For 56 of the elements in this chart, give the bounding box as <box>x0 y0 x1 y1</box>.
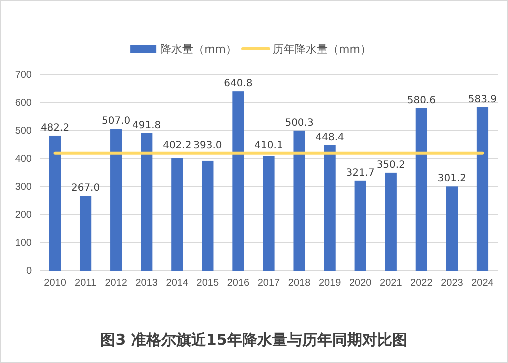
bar <box>354 180 366 271</box>
y-tick-label: 400 <box>15 154 32 166</box>
y-tick-label: 500 <box>15 126 32 138</box>
data-label: 267.0 <box>71 183 100 194</box>
data-label: 402.2 <box>163 140 192 152</box>
text: 图3 准格尔旗近15年降水量与历年同期对比图 <box>100 331 408 349</box>
x-tick-label: 2011 <box>75 278 97 290</box>
y-tick-label: 200 <box>15 210 32 222</box>
x-tick-label: 2018 <box>288 278 312 290</box>
y-tick-label: 100 <box>15 238 32 250</box>
bar <box>80 196 92 271</box>
x-tick-label: 2016 <box>227 278 250 290</box>
bar <box>263 156 275 271</box>
bar <box>49 136 62 271</box>
bar <box>446 186 458 271</box>
x-tick-label: 2021 <box>380 278 403 290</box>
y-tick-label: 0 <box>26 266 32 278</box>
data-label: 350.2 <box>376 160 406 171</box>
bar <box>476 108 489 271</box>
data-label: 410.1 <box>254 140 284 152</box>
bar <box>172 158 184 271</box>
x-tick-label: 2010 <box>44 278 67 290</box>
x-tick-label: 2024 <box>472 278 494 290</box>
data-label: 321.7 <box>346 168 375 179</box>
x-tick-label: 2013 <box>136 278 158 290</box>
x-tick-label: 2022 <box>410 278 434 290</box>
bar <box>294 130 306 271</box>
data-label: 583.9 <box>468 94 498 106</box>
data-label: 301.2 <box>438 174 467 185</box>
data-label: 640.8 <box>224 78 253 90</box>
x-tick-label: 2012 <box>105 278 128 290</box>
x-tick-label: 2017 <box>258 278 281 290</box>
y-tick-label: 700 <box>15 70 32 82</box>
data-label: 448.4 <box>316 132 344 144</box>
y-tick-label: 300 <box>15 182 32 194</box>
bar <box>324 145 336 271</box>
data-label: 580.6 <box>407 95 436 106</box>
x-tick-label: 2023 <box>441 278 464 290</box>
x-tick-label: 2015 <box>196 278 220 290</box>
bar <box>110 129 122 271</box>
bar <box>232 92 244 271</box>
data-label: 393.0 <box>194 140 222 152</box>
legend-label: 历年降水量（mm） <box>273 43 372 56</box>
bar <box>385 172 397 271</box>
x-tick-label: 2014 <box>166 278 189 290</box>
data-label: 491.8 <box>132 120 162 132</box>
legend-label: 降水量（mm） <box>160 43 237 56</box>
bar <box>141 133 153 271</box>
bar <box>202 160 214 271</box>
x-tick-label: 2020 <box>349 278 372 290</box>
bar <box>416 108 428 271</box>
data-label: 500.3 <box>285 118 314 129</box>
data-label: 507.0 <box>102 116 131 128</box>
y-tick-label: 600 <box>15 98 32 110</box>
x-tick-label: 2019 <box>318 278 342 290</box>
data-label: 482.2 <box>40 122 70 134</box>
